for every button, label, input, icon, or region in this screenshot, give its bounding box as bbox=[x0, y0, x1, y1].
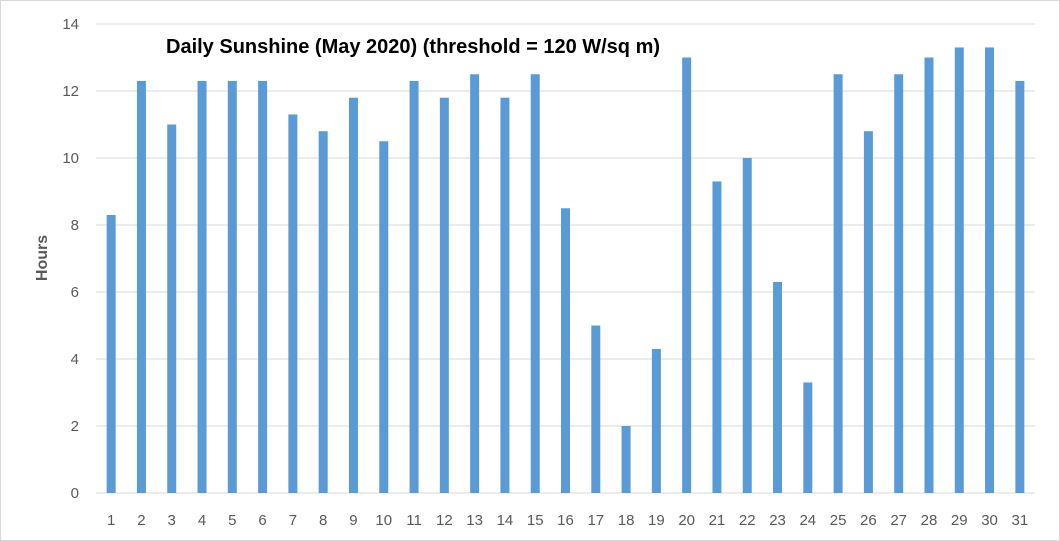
bar-day-27 bbox=[894, 74, 904, 493]
x-tick-label: 13 bbox=[466, 512, 483, 529]
y-tick-label: 14 bbox=[62, 16, 79, 33]
bar-day-13 bbox=[470, 74, 480, 493]
x-tick-label: 10 bbox=[375, 512, 392, 529]
bar-day-16 bbox=[561, 208, 570, 493]
x-tick-label: 17 bbox=[587, 512, 604, 529]
bar-day-11 bbox=[409, 80, 419, 493]
x-tick-label: 1 bbox=[107, 512, 115, 529]
x-tick-label: 6 bbox=[258, 512, 266, 529]
y-tick-label: 0 bbox=[71, 485, 79, 502]
bar-day-12 bbox=[439, 97, 449, 493]
x-tick-label: 7 bbox=[289, 512, 297, 529]
bar-day-21 bbox=[712, 181, 722, 493]
bar-day-7 bbox=[288, 114, 298, 493]
bar-day-10 bbox=[379, 141, 389, 493]
bar-day-23 bbox=[773, 281, 783, 493]
bar-day-3 bbox=[167, 124, 177, 493]
y-axis-ticks: 0 2 4 6 8 10 12 14 bbox=[62, 16, 79, 502]
x-tick-label: 9 bbox=[349, 512, 357, 529]
bar-day-28 bbox=[924, 57, 934, 493]
bar-day-19 bbox=[651, 348, 661, 493]
x-tick-label: 22 bbox=[739, 512, 756, 529]
y-tick-label: 6 bbox=[71, 284, 79, 301]
x-tick-label: 2 bbox=[137, 512, 145, 529]
bar-day-30 bbox=[985, 47, 995, 493]
x-tick-label: 4 bbox=[198, 512, 206, 529]
x-tick-label: 12 bbox=[436, 512, 453, 529]
bar-day-24 bbox=[803, 382, 813, 493]
bars bbox=[106, 47, 1025, 493]
bar-day-6 bbox=[258, 80, 268, 493]
x-tick-label: 5 bbox=[228, 512, 236, 529]
bar-day-29 bbox=[954, 47, 964, 493]
bar-day-31 bbox=[1015, 80, 1025, 493]
x-tick-label: 23 bbox=[769, 512, 786, 529]
x-tick-label: 29 bbox=[951, 512, 968, 529]
x-axis-ticks: 1 2 3 4 5 6 7 8 9 10 11 12 13 14 15 16 17 18 19 20 21 22 23 24 2… bbox=[107, 512, 1028, 529]
x-tick-label: 3 bbox=[168, 512, 176, 529]
x-tick-label: 26 bbox=[860, 512, 877, 529]
bar-day-8 bbox=[318, 131, 328, 493]
y-tick-label: 2 bbox=[71, 418, 79, 435]
y-axis-title: Hours bbox=[34, 235, 51, 281]
x-tick-label: 14 bbox=[497, 512, 514, 529]
bar-day-5 bbox=[227, 80, 237, 493]
x-tick-label: 15 bbox=[527, 512, 544, 529]
y-tick-label: 12 bbox=[62, 83, 79, 100]
bar-day-25 bbox=[833, 74, 843, 493]
x-tick-label: 30 bbox=[981, 512, 998, 529]
x-tick-label: 25 bbox=[830, 512, 847, 529]
bar-day-9 bbox=[348, 97, 358, 493]
x-tick-label: 20 bbox=[678, 512, 695, 529]
x-tick-label: 27 bbox=[890, 512, 907, 529]
x-tick-label: 19 bbox=[648, 512, 665, 529]
bar-day-18 bbox=[621, 426, 631, 493]
bar-day-17 bbox=[591, 325, 601, 493]
bar-day-15 bbox=[530, 74, 540, 493]
y-tick-label: 8 bbox=[71, 217, 79, 234]
y-tick-label: 10 bbox=[62, 150, 79, 167]
x-tick-label: 24 bbox=[799, 512, 816, 529]
x-tick-label: 31 bbox=[1012, 512, 1029, 529]
bar-day-20 bbox=[682, 57, 692, 493]
x-tick-label: 11 bbox=[406, 512, 422, 529]
bar-day-26 bbox=[863, 131, 873, 493]
x-tick-label: 18 bbox=[618, 512, 635, 529]
x-tick-label: 21 bbox=[709, 512, 726, 529]
x-tick-label: 16 bbox=[557, 512, 574, 529]
bar-day-2 bbox=[136, 80, 146, 493]
bar-day-4 bbox=[197, 80, 207, 493]
x-tick-label: 28 bbox=[921, 512, 938, 529]
bar-day-1 bbox=[106, 214, 116, 493]
chart-title: Daily Sunshine (May 2020) (threshold = 1… bbox=[166, 36, 660, 58]
y-tick-label: 4 bbox=[71, 351, 79, 368]
bar-day-14 bbox=[500, 97, 510, 493]
bar-day-22 bbox=[742, 158, 752, 493]
x-tick-label: 8 bbox=[319, 512, 327, 529]
